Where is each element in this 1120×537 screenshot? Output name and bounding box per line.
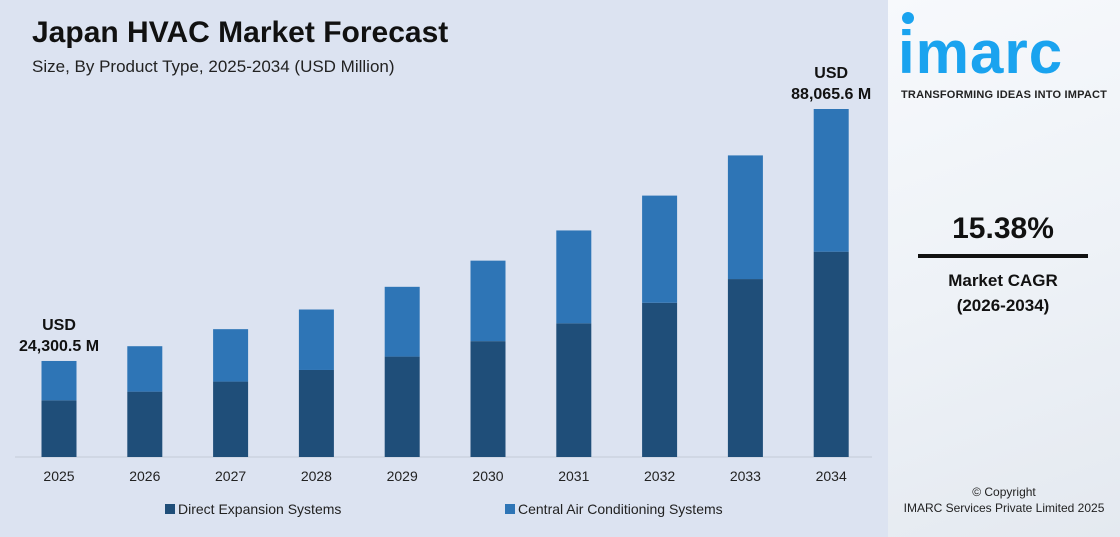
value-annotation-total: 24,300.5 M bbox=[19, 338, 99, 355]
cagr-value: 15.38% bbox=[952, 212, 1054, 245]
bar-central-ac-2033 bbox=[727, 155, 763, 280]
side-panel bbox=[888, 0, 1120, 537]
bar-direct-expansion-2033 bbox=[727, 279, 763, 457]
x-tick-label: 2028 bbox=[301, 468, 332, 484]
bar-direct-expansion-2027 bbox=[213, 381, 249, 457]
bar-central-ac-2026 bbox=[127, 346, 163, 392]
x-tick-label: 2031 bbox=[558, 468, 589, 484]
chart-subtitle: Size, By Product Type, 2025-2034 (USD Mi… bbox=[32, 57, 395, 76]
cagr-period: (2026-2034) bbox=[956, 296, 1050, 315]
cagr-label: Market CAGR (2026-2034) bbox=[918, 268, 1088, 318]
x-tick-label: 2033 bbox=[730, 468, 761, 484]
logo-dot-icon bbox=[902, 12, 914, 24]
bar-direct-expansion-2030 bbox=[470, 341, 506, 457]
x-tick-label: 2034 bbox=[816, 468, 847, 484]
bar-direct-expansion-2029 bbox=[384, 356, 420, 457]
bar-central-ac-2025 bbox=[41, 360, 77, 401]
bar-central-ac-2029 bbox=[384, 286, 420, 357]
bar-direct-expansion-2032 bbox=[642, 302, 678, 457]
legend-swatch bbox=[165, 504, 175, 514]
bar-central-ac-2032 bbox=[642, 195, 678, 303]
bar-direct-expansion-2025 bbox=[41, 400, 77, 457]
legend-label: Central Air Conditioning Systems bbox=[518, 501, 723, 517]
value-annotation-total: 88,065.6 M bbox=[791, 86, 871, 103]
bar-central-ac-2034 bbox=[813, 109, 849, 252]
x-tick-label: 2030 bbox=[472, 468, 503, 484]
legend-label: Direct Expansion Systems bbox=[178, 501, 341, 517]
x-tick-label: 2029 bbox=[387, 468, 418, 484]
bar-central-ac-2031 bbox=[556, 230, 592, 324]
value-annotation-currency: USD bbox=[42, 317, 76, 334]
legend-swatch bbox=[505, 504, 515, 514]
bar-central-ac-2028 bbox=[298, 309, 334, 370]
x-tick-label: 2025 bbox=[43, 468, 74, 484]
x-tick-label: 2032 bbox=[644, 468, 675, 484]
bar-direct-expansion-2031 bbox=[556, 323, 592, 457]
imarc-logo: imarc bbox=[898, 19, 1064, 86]
cagr-label-text: Market CAGR bbox=[948, 271, 1058, 290]
x-tick-label: 2026 bbox=[129, 468, 160, 484]
bar-direct-expansion-2028 bbox=[298, 369, 334, 457]
chart-title: Japan HVAC Market Forecast bbox=[32, 16, 449, 49]
value-annotation-currency: USD bbox=[814, 65, 848, 82]
footer: © Copyright IMARC Services Private Limit… bbox=[888, 484, 1120, 516]
bar-direct-expansion-2034 bbox=[813, 251, 849, 457]
bar-direct-expansion-2026 bbox=[127, 391, 163, 457]
copyright: © Copyright bbox=[972, 485, 1036, 499]
bar-central-ac-2027 bbox=[213, 329, 249, 382]
bar-central-ac-2030 bbox=[470, 260, 506, 342]
x-tick-label: 2027 bbox=[215, 468, 246, 484]
logo-tagline: TRANSFORMING IDEAS INTO IMPACT bbox=[901, 89, 1108, 101]
bar-chart: 2025 2026 2027 2028 2029 2030 2031 2032 2033 2034… bbox=[15, 65, 872, 517]
company-name: IMARC Services Private Limited 2025 bbox=[903, 501, 1105, 515]
cagr-divider bbox=[918, 254, 1088, 258]
chart-panel: Japan HVAC Market Forecast Size, By Prod… bbox=[0, 0, 888, 537]
